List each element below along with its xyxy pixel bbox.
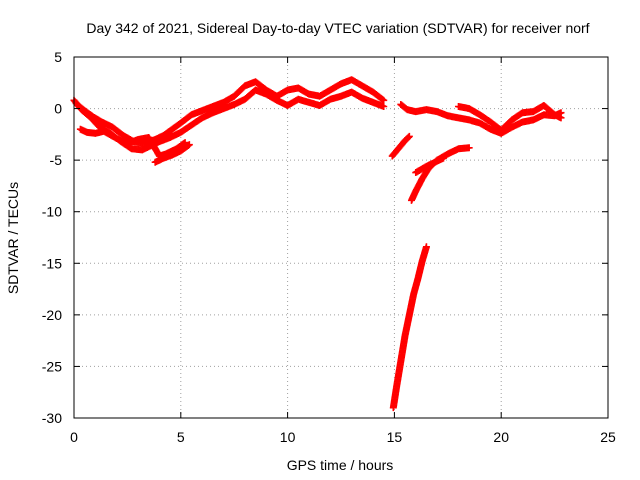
- data-point-fill: [438, 155, 446, 163]
- tick-marks: [73, 56, 609, 419]
- x-tick-label: 15: [387, 429, 403, 445]
- x-tick-label: 5: [177, 429, 185, 445]
- y-tick-labels: 5 0 -5 -10 -15 -20 -25 -30: [42, 49, 62, 426]
- chart-title: Day 342 of 2021, Sidereal Day-to-day VTE…: [86, 20, 589, 36]
- x-tick-label: 10: [280, 429, 296, 445]
- x-tick-labels: 0 5 10 15 20 25: [70, 429, 616, 445]
- x-axis-label: GPS time / hours: [287, 457, 394, 473]
- series-track-g: [388, 132, 413, 160]
- series-track-j: [389, 243, 430, 412]
- series-track-d: [151, 141, 193, 166]
- series-track-i: [412, 154, 448, 177]
- data-point-fill: [379, 102, 387, 110]
- y-tick-label: -20: [42, 307, 62, 323]
- data-point-fill: [404, 134, 412, 142]
- y-tick-label: -10: [42, 204, 62, 220]
- y-tick-label: 5: [54, 49, 62, 65]
- plot-frame: [73, 56, 609, 419]
- data-point-fill: [404, 133, 412, 141]
- series-track-e: [397, 100, 565, 137]
- x-tick-label: 0: [70, 429, 78, 445]
- data-points: [70, 76, 565, 412]
- y-tick-label: 0: [54, 101, 62, 117]
- series-track-c: [76, 125, 189, 160]
- y-tick-label: -5: [50, 152, 63, 168]
- x-tick-label: 25: [600, 429, 616, 445]
- series-track-f: [454, 101, 565, 134]
- y-tick-label: -30: [42, 410, 62, 426]
- data-point-fill: [422, 244, 430, 252]
- grid: [74, 57, 608, 418]
- data-point-fill: [379, 95, 387, 103]
- data-point-fill: [464, 144, 472, 152]
- y-tick-label: -15: [42, 255, 62, 271]
- x-tick-label: 20: [493, 429, 509, 445]
- y-tick-label: -25: [42, 358, 62, 374]
- data-point-fill: [378, 95, 386, 103]
- y-axis-label: SDTVAR / TECUs: [5, 182, 21, 294]
- data-point-fill: [184, 141, 192, 149]
- data-point-fill: [556, 113, 564, 121]
